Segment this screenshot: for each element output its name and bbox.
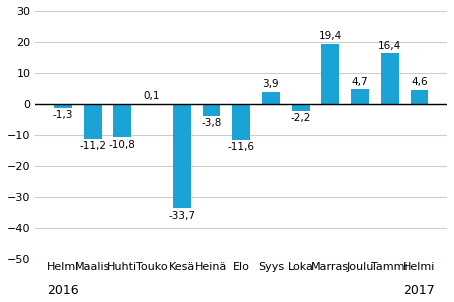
- Text: -11,6: -11,6: [227, 142, 255, 152]
- Text: -11,2: -11,2: [79, 141, 106, 151]
- Text: 16,4: 16,4: [378, 40, 401, 51]
- Bar: [54, 104, 72, 108]
- Text: -2,2: -2,2: [291, 113, 311, 123]
- Bar: [410, 90, 428, 104]
- Text: 2017: 2017: [404, 284, 435, 297]
- Bar: [262, 92, 280, 104]
- Text: -10,8: -10,8: [109, 140, 136, 150]
- Bar: [351, 89, 369, 104]
- Bar: [114, 104, 131, 137]
- Bar: [381, 53, 399, 104]
- Text: -33,7: -33,7: [168, 211, 195, 221]
- Text: 0,1: 0,1: [144, 91, 160, 101]
- Bar: [321, 44, 339, 104]
- Bar: [291, 104, 310, 111]
- Bar: [173, 104, 191, 208]
- Text: -1,3: -1,3: [53, 111, 73, 120]
- Text: 2016: 2016: [47, 284, 79, 297]
- Bar: [232, 104, 250, 140]
- Text: 19,4: 19,4: [319, 31, 342, 41]
- Text: 3,9: 3,9: [262, 79, 279, 89]
- Text: -3,8: -3,8: [201, 118, 222, 128]
- Bar: [84, 104, 102, 139]
- Text: 4,6: 4,6: [411, 77, 428, 87]
- Bar: [202, 104, 220, 116]
- Text: 4,7: 4,7: [352, 77, 368, 87]
